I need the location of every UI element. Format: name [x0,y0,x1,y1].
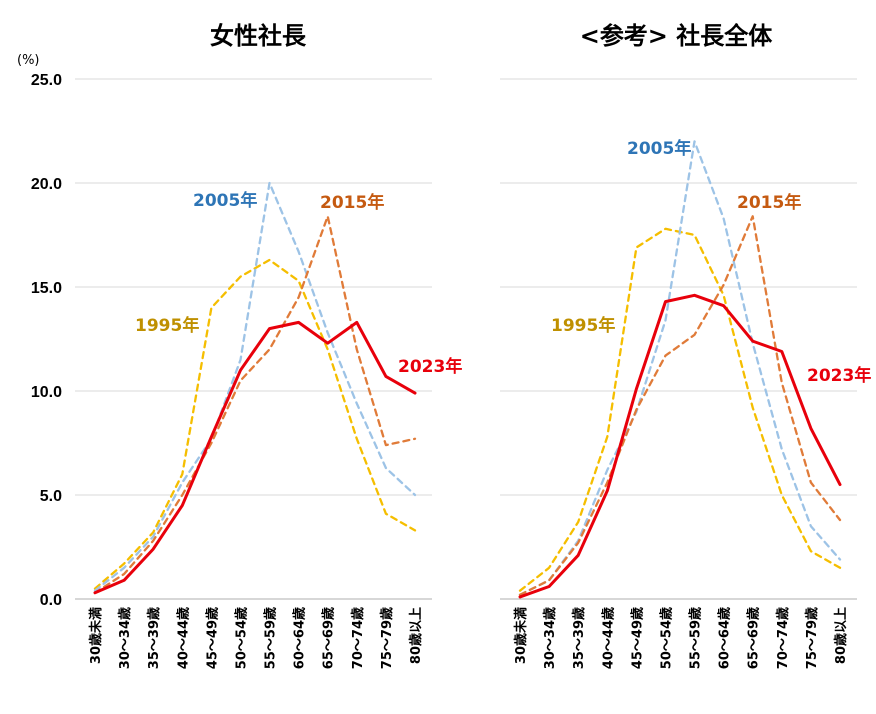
chart-title: <参考> 社長全体 [580,22,774,50]
x-tick-label: 65～69歳 [746,607,762,669]
x-tick-label: 55～59歳 [263,607,279,669]
y-tick-label: 20.0 [31,176,62,193]
x-tick-label: 30歳未満 [88,607,104,664]
x-tick-label: 50～54歳 [233,607,249,669]
series-line-2023 [518,293,842,599]
y-unit-label: (%) [17,53,40,68]
series-label-2005: 2005年 [193,190,257,211]
chart-panel-all-presidents: <参考> 社長全体 30歳未満 30～34歳 35～39歳 40～44歳 45～49歳 50… [500,22,871,669]
y-tick-label: 25.0 [31,72,62,89]
x-tick-label: 30歳未満 [513,607,529,664]
x-tick-label: 35～39歳 [571,607,587,669]
series-line-2005 [93,181,417,592]
x-tick-label: 35～39歳 [146,607,162,669]
series-line-2023 [93,320,417,595]
x-tick-label: 60～64歳 [717,607,733,669]
x-tick-label: 55～59歳 [688,607,704,669]
x-tick-label: 30～34歳 [542,607,558,669]
y-tick-label: 5.0 [40,488,62,505]
series-label-2023: 2023年 [398,356,462,377]
series-label-1995: 1995年 [551,315,615,336]
series-line-2005 [518,140,842,596]
series-label-1995: 1995年 [135,315,199,336]
series-line-1995 [518,227,842,592]
x-tick-label: 50～54歳 [658,607,674,669]
x-tick-label: 70～74歳 [775,607,791,669]
series-label-2015: 2015年 [320,192,384,213]
x-tick-label: 80歳以上 [833,607,849,664]
x-tick-label: 45～49歳 [204,607,220,669]
series-line-2015 [93,215,417,594]
x-tick-label: 80歳以上 [408,607,424,664]
x-tick-label: 30～34歳 [117,607,133,669]
x-tick-label: 60～64歳 [292,607,308,669]
x-tick-label: 70～74歳 [350,607,366,669]
series-line-2015 [518,215,842,596]
x-tick-label: 75～79歳 [804,607,820,669]
y-tick-label: 0.0 [40,592,62,609]
chart-title: 女性社長 [210,22,307,50]
x-tick-label: 75～79歳 [379,607,395,669]
y-tick-label: 10.0 [31,384,62,401]
series-line-1995 [93,258,417,590]
x-tick-label: 65～69歳 [321,607,337,669]
y-tick-label: 15.0 [31,280,62,297]
series-label-2015: 2015年 [737,192,801,213]
x-tick-label: 40～44歳 [600,607,616,669]
series-label-2023: 2023年 [807,365,871,386]
chart-panel-female-presidents: 女性社長 0.0 5.0 10.0 15.0 20.0 25.0 30歳未満 30～34歳 35～… [31,22,462,669]
x-tick-label: 45～49歳 [629,607,645,669]
series-label-2005: 2005年 [627,138,691,159]
x-tick-label: 40～44歳 [175,607,191,669]
